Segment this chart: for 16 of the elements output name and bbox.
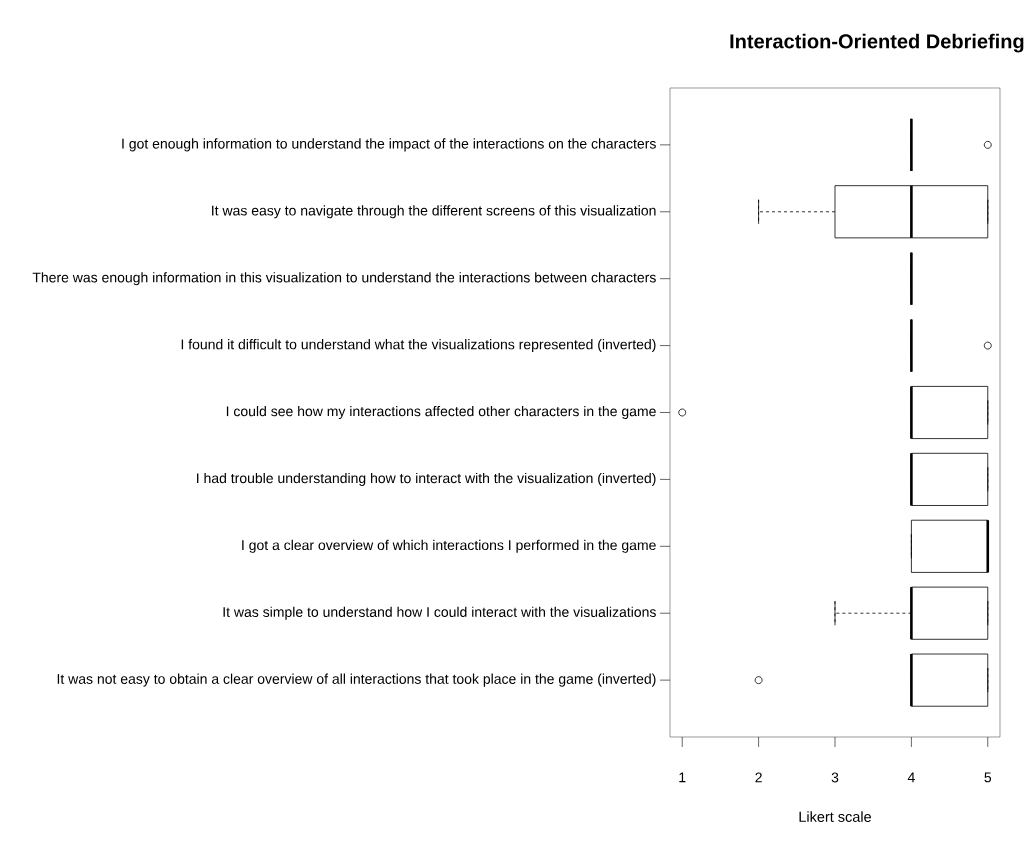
y-tick-label: There was enough information in this visualization to understand the interactions between characters	[32, 272, 656, 286]
x-tick-label: 4	[907, 772, 915, 783]
y-tick-label: I got enough information to understand the impact of the interactions on the characters	[122, 138, 656, 152]
y-tick-label: I found it difficult to understand what the visualizations represented (inverted)	[181, 339, 656, 353]
y-tick-label: It was simple to understand how I could interact with the visualizations	[223, 606, 656, 620]
x-tick-label: 2	[755, 772, 762, 783]
x-tick-label: 3	[831, 772, 839, 783]
x-axis-title: Likert scale	[799, 811, 871, 822]
y-tick-label: I had trouble understanding how to interact with the visualization (inverted)	[197, 472, 656, 486]
y-tick-label: I could see how my interactions affected other characters in the game	[226, 405, 656, 420]
y-tick-label: It was not easy to obtain a clear overview of all interactions that took place in the game (inverted)	[57, 673, 656, 687]
x-tick-label: 1	[679, 772, 686, 783]
y-tick-label: It was easy to navigate through the different screens of this visualization	[212, 205, 656, 219]
y-tick-label: I got a clear overview of which interactions I performed in the game	[242, 539, 656, 553]
chart-title: Interaction-Oriented Debriefing	[730, 33, 1024, 53]
x-tick-label: 5	[984, 772, 992, 783]
